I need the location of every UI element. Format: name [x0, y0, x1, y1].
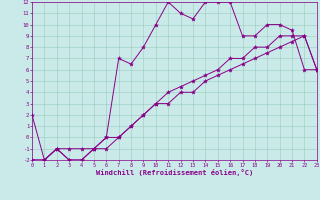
X-axis label: Windchill (Refroidissement éolien,°C): Windchill (Refroidissement éolien,°C): [96, 169, 253, 176]
